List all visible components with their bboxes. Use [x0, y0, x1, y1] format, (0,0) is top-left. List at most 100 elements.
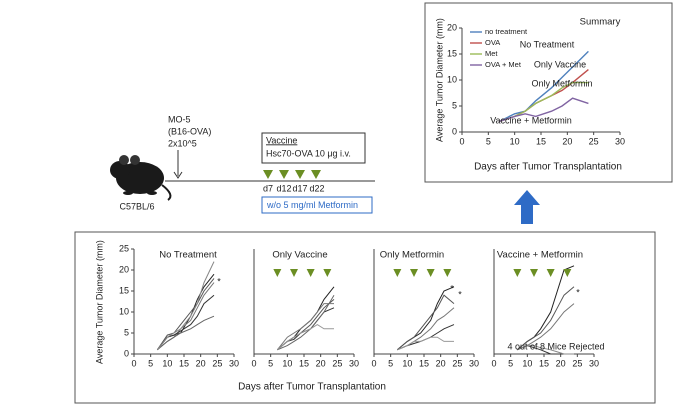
y-axis-label: Average Tumor Diameter (mm): [434, 18, 444, 142]
timeline-markers: [263, 170, 321, 179]
annotation: *: [576, 287, 580, 297]
series-line: [277, 324, 334, 351]
legend-label: Met: [485, 49, 498, 58]
y-tick-label: 10: [447, 74, 457, 84]
x-tick-label: 15: [419, 358, 429, 368]
annotation: Only Metformin: [531, 78, 592, 88]
x-tick-label: 30: [589, 358, 599, 368]
series-line: [276, 303, 334, 351]
x-tick-label: 10: [510, 136, 520, 146]
series-line: [517, 286, 575, 351]
x-tick-label: 30: [615, 136, 625, 146]
vaccine-marker: [393, 269, 402, 277]
series-line: [397, 294, 455, 351]
vaccine-marker: [290, 269, 298, 277]
vaccine-marker: [546, 269, 555, 277]
vaccine-marker: [273, 269, 282, 277]
x-tick-label: 10: [162, 358, 172, 368]
x-tick-label: 0: [131, 358, 136, 368]
x-tick-label: 0: [251, 358, 256, 368]
x-axis-label: Days after Tumor Transplantation: [474, 162, 622, 173]
x-tick-label: 20: [196, 358, 206, 368]
x-tick-label: 30: [229, 358, 239, 368]
x-tick-label: 10: [402, 358, 412, 368]
x-tick-label: 0: [371, 358, 376, 368]
vaccine-marker: [306, 269, 315, 277]
day-label: d7: [263, 183, 273, 193]
annotation: 4 out of 8 Mice Rejected: [507, 341, 604, 351]
x-tick-label: 20: [556, 358, 566, 368]
y-tick-label: 20: [119, 264, 129, 274]
x-tick-label: 25: [589, 136, 599, 146]
annotation: Only Vaccine: [534, 59, 586, 69]
day-label: d22: [309, 183, 324, 193]
panels-frame: [74, 231, 656, 404]
injection-arrowhead: [173, 171, 183, 179]
x-tick-label: 5: [508, 358, 513, 368]
tumor-label: MO-5: [168, 114, 191, 124]
legend-label: OVA + Met: [485, 60, 522, 69]
x-tick-label: 5: [388, 358, 393, 368]
up-arrow: [514, 190, 540, 224]
metformin-box: [261, 196, 373, 214]
y-tick-label: 0: [452, 126, 457, 136]
y-tick-label: 5: [124, 327, 129, 337]
y-tick-label: 0: [124, 348, 129, 358]
day-label: d17: [292, 183, 307, 193]
x-tick-label: 0: [491, 358, 496, 368]
x-tick-label: 15: [179, 358, 189, 368]
series-line: [156, 261, 215, 351]
vaccine-marker: [426, 269, 435, 277]
x-tick-label: 10: [282, 358, 292, 368]
x-tick-label: 15: [299, 358, 309, 368]
tumor-label: (B16-OVA): [168, 126, 211, 136]
vaccine-dose: Hsc70-OVA 10 μg i.v.: [266, 148, 351, 158]
x-axis-label: Days after Tumor Transplantation: [238, 382, 386, 393]
chart-title: No Treatment: [159, 250, 217, 261]
x-tick-label: 5: [148, 358, 153, 368]
legend-label: no treatment: [485, 27, 528, 36]
chart-title: Summary: [580, 17, 621, 28]
y-tick-label: 15: [447, 48, 457, 58]
vaccine-marker: [410, 269, 418, 277]
vaccine-marker: [443, 269, 452, 277]
x-tick-label: 5: [268, 358, 273, 368]
x-tick-label: 5: [486, 136, 491, 146]
series-line: [277, 294, 335, 351]
annotation: No Treatment: [520, 39, 575, 49]
annotation: *: [217, 276, 221, 286]
series-line: [157, 315, 215, 351]
x-tick-label: 15: [536, 136, 546, 146]
x-tick-label: 10: [522, 358, 532, 368]
series-line: [517, 345, 574, 355]
x-tick-label: 30: [469, 358, 479, 368]
y-tick-label: 15: [119, 285, 129, 295]
y-tick-label: 5: [452, 100, 457, 110]
legend-label: OVA: [485, 38, 500, 47]
mouse-label: C57BL/6: [119, 201, 154, 211]
series-line: [277, 286, 335, 351]
vaccine-marker: [323, 269, 332, 277]
day-label: d12: [276, 183, 291, 193]
annotation: Vaccine + Metformin: [490, 115, 572, 125]
series-line: [156, 278, 215, 351]
series-line: [498, 97, 589, 123]
series-line: [397, 336, 454, 351]
chart-title: Vaccine + Metformin: [497, 250, 583, 261]
mouse-icon: [110, 155, 172, 201]
metformin-label: w/o 5 mg/ml Metformin: [266, 200, 358, 210]
summary-frame: [424, 2, 673, 183]
x-tick-label: 15: [539, 358, 549, 368]
x-tick-label: 20: [316, 358, 326, 368]
x-tick-label: 20: [562, 136, 572, 146]
x-tick-label: 25: [572, 358, 582, 368]
vaccine-marker: [563, 269, 572, 277]
x-tick-label: 25: [452, 358, 462, 368]
x-tick-label: 25: [212, 358, 222, 368]
series-line: [517, 265, 575, 351]
series-line: [397, 307, 455, 351]
vaccine-box: [261, 132, 366, 164]
y-tick-label: 20: [447, 22, 457, 32]
annotation: *: [458, 289, 462, 299]
